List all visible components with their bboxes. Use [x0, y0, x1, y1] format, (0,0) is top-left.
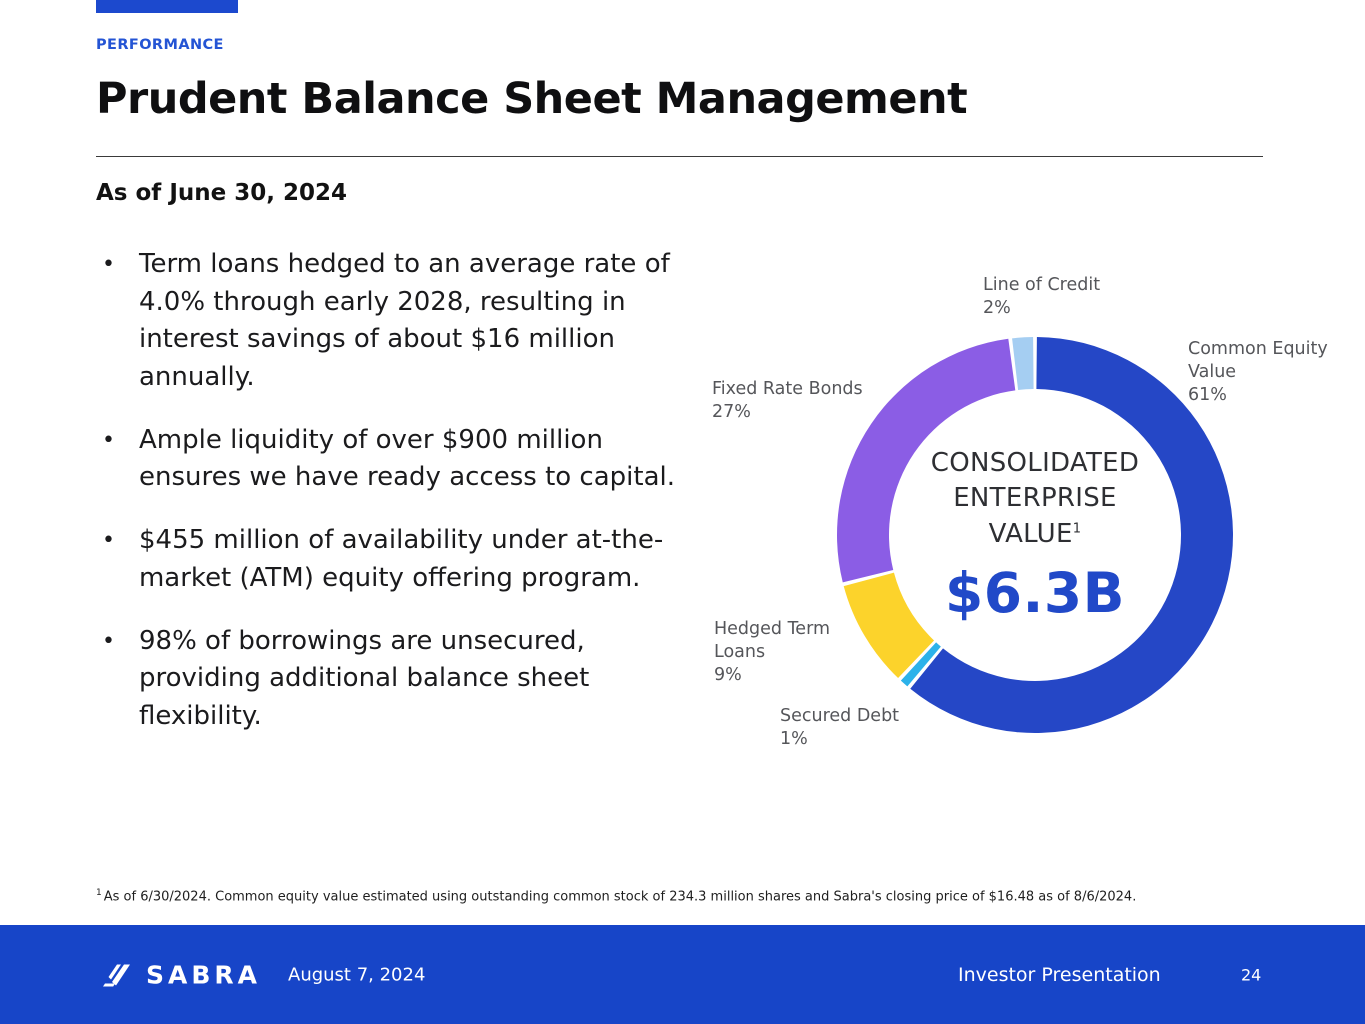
eyebrow-label: PERFORMANCE — [96, 37, 224, 53]
bullet-dot: • — [102, 628, 115, 654]
sabra-logo-text: SABRA — [146, 960, 262, 989]
sabra-logo-icon — [103, 964, 130, 986]
chart-label-line-of-credit: Line of Credit 2% — [983, 274, 1100, 320]
chart-center-title-line: VALUE1 — [988, 518, 1082, 549]
chart-label-line: 27% — [712, 401, 751, 422]
bullet-dot: • — [102, 528, 115, 554]
footnote-marker: 1 — [96, 888, 102, 898]
chart-label-fixed-rate-bonds: Fixed Rate Bonds 27% — [712, 378, 863, 424]
bullet-item: • Term loans hedged to an average rate of… — [102, 246, 687, 397]
bullet-item: • Ample liquidity of over $900 million en… — [102, 422, 687, 497]
chart-label-line: Hedged Term — [714, 619, 830, 639]
chart-label-line: Line of Credit — [983, 275, 1101, 295]
footnote-text: As of 6/30/2024. Common equity value est… — [103, 889, 1137, 905]
bullet-list: • Term loans hedged to an average rate of… — [102, 246, 687, 761]
donut-chart — [837, 337, 1233, 734]
footer-presentation-label: Investor Presentation — [958, 963, 1161, 986]
chart-center-title-line: CONSOLIDATED — [930, 448, 1140, 478]
bullet-item: • $455 million of availability under at-t… — [102, 522, 687, 597]
chart-label-line: Common Equity — [1188, 339, 1328, 359]
chart-label-secured-debt: Secured Debt 1% — [780, 705, 899, 751]
donut-segment-common-equity-value — [910, 337, 1233, 734]
divider-line — [96, 156, 1263, 157]
bullet-dot: • — [102, 252, 115, 277]
chart-center-title: CONSOLIDATED ENTERPRISE VALUE1 — [884, 446, 1186, 552]
donut-segment-fixed-rate-bonds — [837, 338, 1016, 583]
chart-center-value: $6.3B — [944, 561, 1126, 626]
bullet-text: Term loans hedged to an average rate of … — [138, 249, 670, 393]
sabra-logo: SABRA — [103, 960, 261, 989]
chart-label-line: 9% — [714, 664, 742, 685]
donut-segment-secured-debt — [900, 642, 941, 687]
bullet-dot: • — [102, 427, 115, 453]
chart-label-line: Secured Debt — [780, 706, 900, 726]
chart-label-line: 2% — [983, 297, 1011, 318]
donut-segment-hedged-term-loans — [843, 572, 935, 679]
bullet-text: Ample liquidity of over $900 million ens… — [138, 424, 676, 493]
footnote: 1 As of 6/30/2024. Common equity value es… — [96, 888, 1136, 904]
chart-label-line: Loans — [714, 641, 766, 662]
bullet-text: $455 million of availability under at-th… — [138, 525, 664, 593]
accent-bar — [96, 0, 238, 13]
chart-label-line: Value — [1188, 361, 1237, 382]
chart-label-line: 61% — [1188, 384, 1227, 405]
donut-segment-line-of-credit — [1012, 337, 1034, 390]
as-of-date: As of June 30, 2024 — [96, 180, 347, 206]
chart-label-common-equity-value: Common Equity Value 61% — [1188, 338, 1328, 406]
chart-label-line: Fixed Rate Bonds — [712, 379, 863, 399]
bullet-text: 98% of borrowings are unsecured, providi… — [138, 625, 590, 731]
chart-label-line: 1% — [780, 728, 808, 749]
footer-bar: SABRA August 7, 2024 Investor Presentati… — [0, 925, 1365, 1024]
page-number: 24 — [1241, 965, 1262, 984]
page-title: Prudent Balance Sheet Management — [96, 74, 968, 124]
chart-center-label: CONSOLIDATED ENTERPRISE VALUE1 $6.3B — [884, 446, 1186, 625]
footer-date: August 7, 2024 — [288, 964, 426, 985]
chart-center-title-line: ENTERPRISE — [953, 483, 1117, 514]
chart-center-title-superscript: 1 — [1072, 521, 1082, 537]
chart-label-hedged-term-loans: Hedged Term Loans 9% — [714, 618, 830, 686]
bullet-item: • 98% of borrowings are unsecured, provid… — [102, 623, 687, 736]
